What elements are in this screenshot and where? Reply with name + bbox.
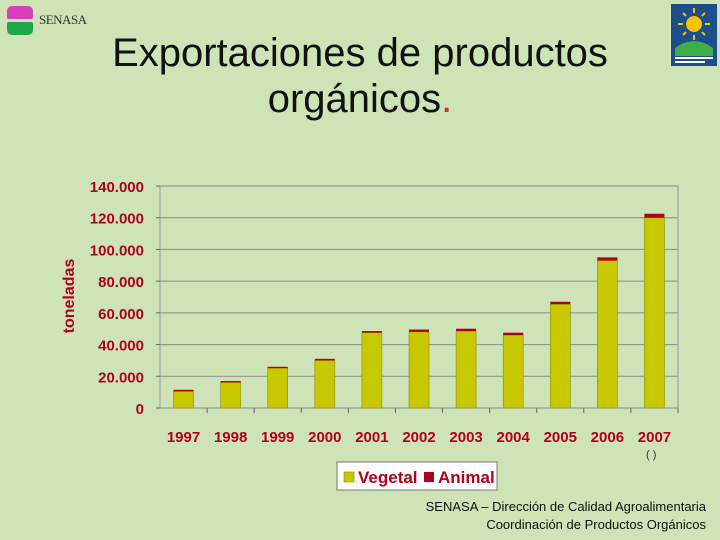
bar-vegetal xyxy=(455,330,477,409)
title-line-2: orgánicos xyxy=(267,77,442,121)
y-tick-label: 100.000 xyxy=(90,242,144,259)
bar-vegetal xyxy=(408,331,430,409)
footer-credits: SENASA – Dirección de Calidad Agroalimen… xyxy=(426,498,706,534)
senasa-logo: SENASA xyxy=(7,6,107,36)
bar-animal xyxy=(220,381,241,383)
ministry-logo xyxy=(671,4,717,66)
bar-vegetal xyxy=(549,303,571,409)
y-tick-label: 120.000 xyxy=(90,211,144,228)
bar-animal xyxy=(644,213,665,218)
bar-animal xyxy=(314,358,335,361)
y-tick-label: 0 xyxy=(136,401,144,418)
bar-vegetal xyxy=(173,391,194,409)
bar-vegetal xyxy=(220,381,241,409)
x-tick-label: 2002 xyxy=(402,429,435,446)
page-title: Exportaciones de productos orgánicos. xyxy=(60,30,660,122)
x-tick-label: 1997 xyxy=(167,429,200,446)
bar-vegetal xyxy=(314,360,336,409)
bar-animal xyxy=(597,257,618,261)
x-tick-label: 2007 xyxy=(638,429,671,446)
x-tick-label: 2006 xyxy=(591,429,624,446)
y-tick-label: 40.000 xyxy=(98,338,144,355)
y-tick-label: 20.000 xyxy=(98,369,144,386)
x-tick-label: 1998 xyxy=(214,429,247,446)
y-tick-label: 80.000 xyxy=(98,274,144,291)
bar-animal xyxy=(503,332,524,336)
bar-vegetal xyxy=(267,367,289,409)
x-tick-label: 2005 xyxy=(544,429,577,446)
x-tick-label: 2003 xyxy=(449,429,482,446)
x-tick-label: 2001 xyxy=(355,429,388,446)
x-tick-label: 2004 xyxy=(496,429,530,446)
y-axis-label: toneladas xyxy=(61,259,78,334)
footer-line-1: SENASA – Dirección de Calidad Agroalimen… xyxy=(425,499,706,514)
bar-vegetal xyxy=(597,260,618,409)
bar-vegetal xyxy=(644,217,665,409)
bar-animal xyxy=(361,331,382,333)
legend-swatch-vegetal xyxy=(343,471,355,483)
legend-label-animal: Animal xyxy=(438,468,495,487)
chart-bars xyxy=(173,213,665,409)
bar-animal xyxy=(456,328,477,332)
y-tick-label: 140.000 xyxy=(90,179,144,196)
title-dot: . xyxy=(441,77,453,121)
logo-shape-green xyxy=(7,22,33,35)
footer-line-2: Coordinación de Productos Orgánicos xyxy=(486,517,706,532)
chart-annotation: ( ) xyxy=(646,449,656,461)
chart-legend: Vegetal Animal xyxy=(336,461,498,491)
legend-box xyxy=(336,461,498,491)
x-tick-label: 2000 xyxy=(308,429,341,446)
legend-swatch-animal xyxy=(424,472,434,482)
sun-emblem-icon xyxy=(675,8,713,63)
bar-animal xyxy=(267,366,288,369)
bar-animal xyxy=(409,329,429,332)
bar-vegetal xyxy=(502,334,524,409)
bar-animal xyxy=(550,301,571,305)
logo-shape-pink xyxy=(7,6,33,19)
x-tick-label: 1999 xyxy=(261,429,294,446)
x-tick-labels: 1997 1998 1999 2000 2001 2002 2003 2004 2005 2006… xyxy=(167,429,671,446)
bar-vegetal xyxy=(361,332,383,409)
bar-animal xyxy=(173,389,194,392)
title-line-1: Exportaciones de productos xyxy=(112,31,608,75)
y-tick-labels: 0 20.000 40.000 60.000 80.000 100.000 120.000 1… xyxy=(90,179,144,418)
y-tick-label: 60.000 xyxy=(98,306,144,323)
logo-text: SENASA xyxy=(39,12,87,27)
legend-label-vegetal: Vegetal xyxy=(358,468,418,487)
